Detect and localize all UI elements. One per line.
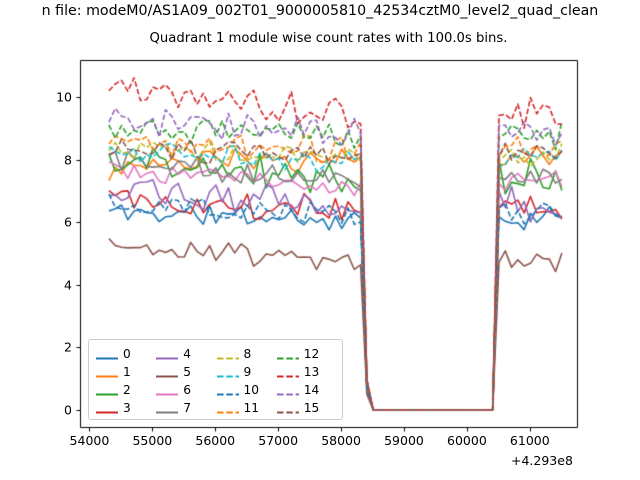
legend-entry: 13 xyxy=(276,363,336,381)
legend-entry: 6 xyxy=(155,381,215,399)
y-tick-label: 8 xyxy=(64,152,72,168)
legend-entry: 3 xyxy=(95,399,155,417)
legend-label: 5 xyxy=(183,365,192,379)
y-tick-label: 10 xyxy=(56,89,72,105)
legend-line-swatch xyxy=(216,367,240,378)
legend-label: 7 xyxy=(183,401,192,415)
legend-line-swatch xyxy=(155,367,179,378)
legend-line-swatch xyxy=(216,349,240,360)
legend-line-swatch xyxy=(95,403,119,414)
legend-line-swatch xyxy=(276,367,300,378)
x-tick-label: 55000 xyxy=(132,433,173,448)
chart-legend: 0 1 2 3 4 5 6 7 8 9 10 11 12 13 14 15 xyxy=(88,339,343,420)
legend-entry: 1 xyxy=(95,363,155,381)
x-axis-offset-label: +4.293e8 xyxy=(511,453,573,468)
legend-line-swatch xyxy=(276,385,300,396)
y-tick-label: 4 xyxy=(64,277,72,293)
legend-entry: 10 xyxy=(216,381,276,399)
legend-entry: 12 xyxy=(276,345,336,363)
legend-label: 6 xyxy=(183,383,192,397)
legend-line-swatch xyxy=(276,349,300,360)
legend-entry: 8 xyxy=(216,345,276,363)
legend-entry: 7 xyxy=(155,399,215,417)
x-tick-label: 58000 xyxy=(321,433,361,448)
x-tick-label: 61000 xyxy=(509,433,550,448)
legend-label: 10 xyxy=(243,383,260,397)
legend-label: 11 xyxy=(243,401,260,415)
y-tick-label: 0 xyxy=(64,402,72,418)
x-tick-label: 54000 xyxy=(69,433,110,448)
x-tick-label: 57000 xyxy=(258,433,299,448)
legend-line-swatch xyxy=(216,385,240,396)
x-tick-label: 59000 xyxy=(384,433,424,448)
legend-entry: 11 xyxy=(216,399,276,417)
legend-line-swatch xyxy=(155,349,179,360)
legend-entry: 5 xyxy=(155,363,215,381)
legend-label: 2 xyxy=(123,383,131,397)
legend-entry: 2 xyxy=(95,381,155,399)
x-tick-label: 56000 xyxy=(195,433,236,448)
legend-entry: 9 xyxy=(216,363,276,381)
legend-label: 13 xyxy=(303,365,320,379)
legend-label: 0 xyxy=(123,347,131,361)
legend-entry: 4 xyxy=(155,345,215,363)
legend-line-swatch xyxy=(95,349,119,360)
legend-label: 1 xyxy=(123,365,131,379)
legend-entry: 0 xyxy=(95,345,155,363)
legend-entry: 15 xyxy=(276,399,336,417)
y-tick-label: 2 xyxy=(64,339,72,355)
legend-label: 4 xyxy=(183,347,192,361)
legend-line-swatch xyxy=(155,385,179,396)
legend-label: 14 xyxy=(303,383,320,397)
legend-line-swatch xyxy=(95,367,119,378)
legend-entry: 14 xyxy=(276,381,336,399)
legend-label: 12 xyxy=(303,347,320,361)
x-tick-label: 60000 xyxy=(447,433,487,448)
legend-line-swatch xyxy=(155,403,179,414)
legend-line-swatch xyxy=(216,403,240,414)
legend-label: 9 xyxy=(243,365,252,379)
legend-label: 8 xyxy=(243,347,252,361)
legend-label: 3 xyxy=(123,401,131,415)
y-tick-label: 6 xyxy=(64,214,72,230)
legend-line-swatch xyxy=(95,385,119,396)
legend-label: 15 xyxy=(303,401,320,415)
legend-line-swatch xyxy=(276,403,300,414)
legend-grid: 0 1 2 3 4 5 6 7 8 9 10 11 12 13 14 15 xyxy=(95,345,336,417)
